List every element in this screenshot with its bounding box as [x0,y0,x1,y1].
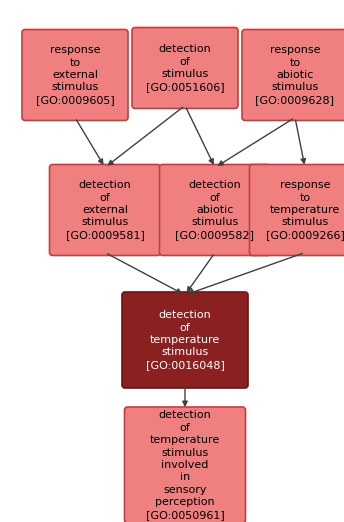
Text: detection
of
temperature
stimulus
involved
in
sensory
perception
[GO:0050961]: detection of temperature stimulus involv… [146,410,224,519]
FancyBboxPatch shape [125,407,246,522]
FancyBboxPatch shape [132,28,238,109]
Text: detection
of
abiotic
stimulus
[GO:0009582]: detection of abiotic stimulus [GO:000958… [175,180,255,240]
Text: response
to
external
stimulus
[GO:0009605]: response to external stimulus [GO:000960… [36,45,114,105]
Text: detection
of
temperature
stimulus
[GO:0016048]: detection of temperature stimulus [GO:00… [146,310,224,370]
Text: detection
of
stimulus
[GO:0051606]: detection of stimulus [GO:0051606] [146,44,224,91]
Text: detection
of
external
stimulus
[GO:0009581]: detection of external stimulus [GO:00095… [66,180,144,240]
Text: response
to
abiotic
stimulus
[GO:0009628]: response to abiotic stimulus [GO:0009628… [256,45,334,105]
Text: response
to
temperature
stimulus
[GO:0009266]: response to temperature stimulus [GO:000… [266,180,344,240]
FancyBboxPatch shape [122,292,248,388]
FancyBboxPatch shape [50,164,161,255]
FancyBboxPatch shape [160,164,270,255]
FancyBboxPatch shape [242,30,344,121]
FancyBboxPatch shape [22,30,128,121]
FancyBboxPatch shape [249,164,344,255]
